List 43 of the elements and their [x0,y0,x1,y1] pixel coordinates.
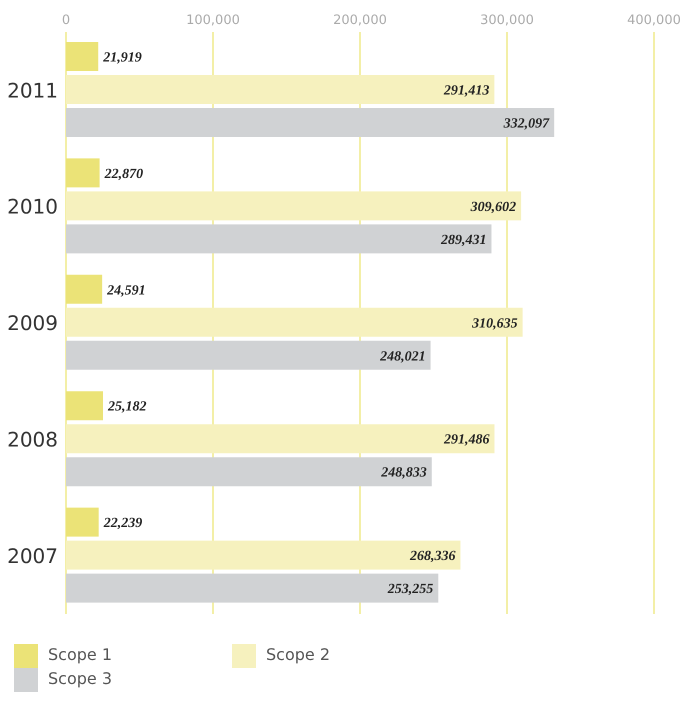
bar [66,224,492,254]
data-label: 291,413 [442,83,490,98]
bar [66,424,494,454]
data-label: 310,635 [471,316,518,332]
x-tick-label: 200,000 [333,13,387,28]
bar [66,391,104,420]
y-tick-label: 2007 [7,544,58,568]
data-label: 248,021 [379,349,426,364]
y-tick-label: 2008 [7,428,58,452]
legend-label: Scope 3 [48,669,112,688]
data-label: 25,182 [107,400,147,415]
data-label: 291,486 [442,432,490,448]
bar [66,308,523,337]
x-tick-label: 300,000 [480,13,534,28]
data-label: 248,833 [380,466,427,481]
bar [66,574,438,603]
data-label: 289,431 [440,232,486,248]
data-label: 268,336 [408,549,456,564]
bar [66,158,100,188]
bar [66,75,494,104]
data-label: 22,239 [102,516,142,532]
data-label: 21,919 [102,50,142,66]
x-tick-label: 100,000 [186,13,240,28]
bar [66,42,98,71]
legend-label: Scope 2 [266,645,330,664]
bar [66,191,522,220]
x-tick-label: 0 [62,13,70,28]
y-tick-label: 2010 [7,194,58,219]
bar [66,457,432,486]
legend-label: Scope 1 [48,645,112,664]
data-label: 309,602 [470,200,516,215]
bar [66,340,431,370]
data-label: 24,591 [106,283,146,298]
bar [66,108,554,137]
y-tick-label: 2011 [7,78,58,102]
bar [66,274,102,304]
data-label: 253,255 [386,582,434,598]
y-tick-label: 2009 [7,311,58,336]
x-tick-label: 400,000 [627,13,681,28]
data-label: 22,870 [104,166,144,182]
bar [66,540,460,570]
bar [66,508,99,537]
data-label: 332,097 [502,116,550,132]
